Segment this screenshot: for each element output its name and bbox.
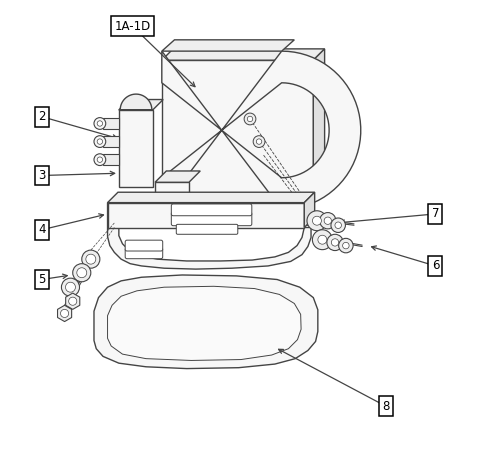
Circle shape	[338, 238, 353, 253]
Circle shape	[342, 243, 349, 249]
Text: 2: 2	[38, 110, 46, 123]
Circle shape	[244, 113, 256, 125]
Polygon shape	[108, 192, 314, 202]
Polygon shape	[119, 110, 153, 187]
Text: 6: 6	[432, 259, 439, 273]
Circle shape	[320, 212, 336, 229]
Polygon shape	[162, 40, 294, 51]
Circle shape	[86, 254, 96, 264]
Circle shape	[94, 136, 106, 147]
FancyBboxPatch shape	[172, 204, 252, 216]
Circle shape	[60, 309, 68, 318]
Polygon shape	[119, 94, 153, 110]
FancyBboxPatch shape	[172, 212, 252, 226]
Circle shape	[97, 121, 102, 126]
PathPatch shape	[108, 202, 311, 269]
Circle shape	[335, 222, 342, 228]
Text: 3: 3	[38, 169, 46, 182]
Polygon shape	[58, 305, 71, 322]
Circle shape	[327, 234, 343, 251]
Text: 8: 8	[382, 399, 390, 413]
Circle shape	[307, 211, 327, 231]
Polygon shape	[103, 118, 119, 129]
Circle shape	[94, 117, 106, 129]
Circle shape	[77, 268, 86, 278]
Polygon shape	[103, 136, 119, 147]
Circle shape	[97, 157, 102, 162]
Circle shape	[66, 282, 76, 292]
Polygon shape	[162, 60, 314, 200]
Circle shape	[72, 264, 91, 282]
Polygon shape	[155, 182, 189, 202]
Polygon shape	[155, 171, 200, 182]
Polygon shape	[314, 49, 324, 200]
FancyBboxPatch shape	[125, 240, 162, 251]
Circle shape	[324, 217, 332, 224]
Circle shape	[248, 116, 252, 121]
Text: 1A-1D: 1A-1D	[114, 20, 150, 33]
Circle shape	[331, 218, 345, 233]
Circle shape	[253, 136, 265, 147]
Circle shape	[332, 239, 338, 246]
FancyBboxPatch shape	[125, 248, 162, 259]
FancyBboxPatch shape	[176, 224, 238, 234]
Polygon shape	[119, 100, 163, 110]
Circle shape	[318, 235, 327, 244]
Circle shape	[62, 278, 80, 296]
Polygon shape	[66, 293, 80, 309]
Text: 4: 4	[38, 223, 46, 236]
Polygon shape	[162, 51, 360, 209]
Polygon shape	[108, 286, 301, 360]
Polygon shape	[103, 154, 119, 165]
Text: 7: 7	[432, 207, 439, 220]
Circle shape	[312, 216, 322, 225]
Circle shape	[68, 297, 77, 305]
Polygon shape	[108, 202, 304, 228]
Circle shape	[82, 250, 100, 268]
Polygon shape	[94, 275, 318, 369]
Circle shape	[94, 154, 106, 166]
Circle shape	[256, 139, 262, 144]
Polygon shape	[162, 49, 324, 60]
Circle shape	[312, 230, 332, 250]
Circle shape	[97, 139, 102, 144]
Text: 5: 5	[38, 273, 46, 286]
Polygon shape	[304, 192, 314, 228]
